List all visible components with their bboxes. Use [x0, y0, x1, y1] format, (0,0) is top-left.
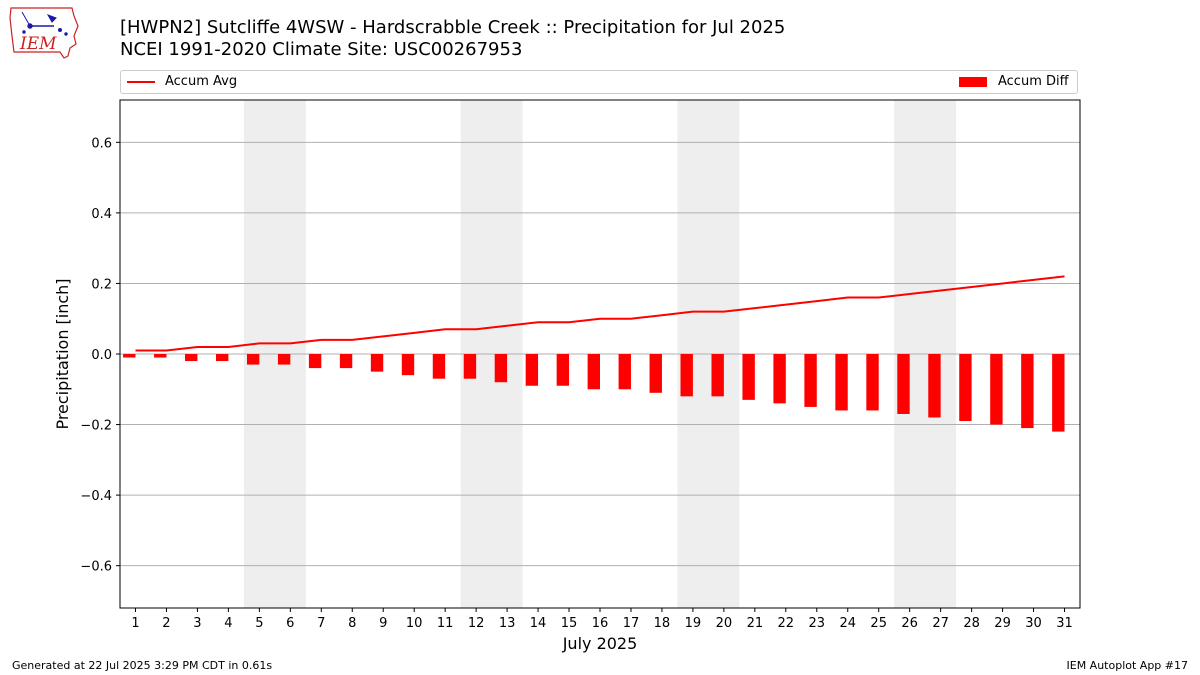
x-axis-label: July 2025: [562, 634, 638, 653]
bar-accum-diff: [185, 354, 198, 362]
iem-logo: IEM: [9, 7, 79, 59]
y-tick-label: −0.4: [80, 489, 112, 504]
bar-accum-diff: [216, 354, 229, 362]
logo-text: IEM: [19, 34, 57, 54]
bar-accum-diff: [370, 354, 384, 372]
plot-frame: [119, 99, 1081, 609]
legend-bar-swatch: [959, 77, 987, 87]
bar-accum-diff: [587, 354, 600, 390]
bar-accum-diff: [1052, 354, 1065, 432]
bar-accum-diff: [835, 354, 848, 411]
line-accum-avg: [135, 275, 1065, 352]
x-tick-label: 28: [963, 616, 980, 631]
bar-accum-diff: [990, 354, 1003, 425]
bar-accum-diff: [711, 354, 724, 397]
y-tick-label: −0.2: [80, 419, 112, 434]
x-tick-label: 23: [809, 616, 826, 631]
x-tick-label: 31: [1056, 616, 1073, 631]
y-tick-label: 0.2: [91, 277, 112, 292]
x-tick-label: 15: [561, 616, 578, 631]
bar-accum-diff: [680, 354, 693, 397]
bar-accum-diff: [277, 354, 291, 365]
x-tick-label: 26: [901, 616, 918, 631]
x-tick-label: 2: [162, 616, 170, 631]
x-tick-label: 3: [193, 616, 201, 631]
legend: Accum Avg Accum Diff: [120, 70, 1078, 94]
y-tick-label: −0.6: [80, 560, 112, 575]
x-tick-label: 5: [255, 616, 263, 631]
x-tick-label: 18: [654, 616, 671, 631]
x-tick-label: 4: [224, 616, 232, 631]
bar-accum-diff: [525, 354, 539, 386]
bar-accum-diff: [556, 354, 570, 386]
x-tick-label: 24: [839, 616, 856, 631]
x-tick-label: 19: [685, 616, 702, 631]
x-tick-label: 29: [994, 616, 1011, 631]
legend-line-swatch: [127, 81, 155, 83]
x-tick-label: 16: [592, 616, 609, 631]
x-tick-label: 20: [716, 616, 733, 631]
bar-accum-diff: [463, 354, 477, 379]
footer-generated: Generated at 22 Jul 2025 3:29 PM CDT in …: [12, 659, 273, 672]
bar-accum-diff: [154, 354, 167, 358]
x-tick-label: 13: [499, 616, 516, 631]
x-tick-label: 8: [348, 616, 356, 631]
bar-accum-diff: [742, 354, 755, 400]
bar-accum-diff: [432, 354, 446, 379]
bar-accum-diff: [649, 354, 662, 393]
bar-accum-diff: [1021, 354, 1034, 429]
y-tick-label: 0.6: [91, 136, 112, 151]
x-tick-label: 14: [530, 616, 547, 631]
chart-title-line1: [HWPN2] Sutcliffe 4WSW - Hardscrabble Cr…: [120, 17, 786, 38]
bar-accum-diff: [246, 354, 260, 365]
bar-accum-diff: [401, 354, 415, 376]
x-tick-label: 27: [932, 616, 949, 631]
weather-station-icon: [21, 11, 68, 36]
bar-accum-diff: [308, 354, 322, 369]
bar-accum-diff: [618, 354, 631, 390]
y-axis-label: Precipitation [inch]: [53, 278, 72, 429]
bar-accum-diff: [494, 354, 508, 383]
bar-accum-diff: [123, 354, 136, 358]
chart-title: [HWPN2] Sutcliffe 4WSW - Hardscrabble Cr…: [120, 17, 785, 61]
x-tick-label: 22: [778, 616, 795, 631]
x-tick-label: 25: [870, 616, 887, 631]
footer-app: IEM Autoplot App #17: [1066, 659, 1189, 672]
bar-accum-diff: [773, 354, 786, 404]
legend-label-accum-diff: Accum Diff: [998, 74, 1069, 89]
chart-title-line2: NCEI 1991-2020 Climate Site: USC00267953: [120, 39, 523, 60]
x-tick-label: 9: [379, 616, 387, 631]
x-tick-label: 21: [747, 616, 764, 631]
bar-accum-diff: [959, 354, 972, 422]
bar-accum-diff: [928, 354, 941, 418]
x-tick-label: 7: [317, 616, 325, 631]
y-tick-label: 0.0: [91, 348, 112, 363]
x-tick-label: 17: [623, 616, 640, 631]
x-tick-label: 30: [1025, 616, 1042, 631]
bar-accum-diff: [339, 354, 353, 369]
bar-accum-diff: [866, 354, 879, 411]
bar-accum-diff: [804, 354, 817, 407]
bar-accum-diff: [897, 354, 910, 414]
legend-label-accum-avg: Accum Avg: [165, 74, 238, 89]
x-tick-label: 6: [286, 616, 294, 631]
x-tick-label: 1: [131, 616, 139, 631]
x-tick-label: 12: [468, 616, 485, 631]
y-tick-label: 0.4: [91, 207, 112, 222]
x-tick-label: 11: [437, 616, 454, 631]
x-tick-label: 10: [406, 616, 423, 631]
